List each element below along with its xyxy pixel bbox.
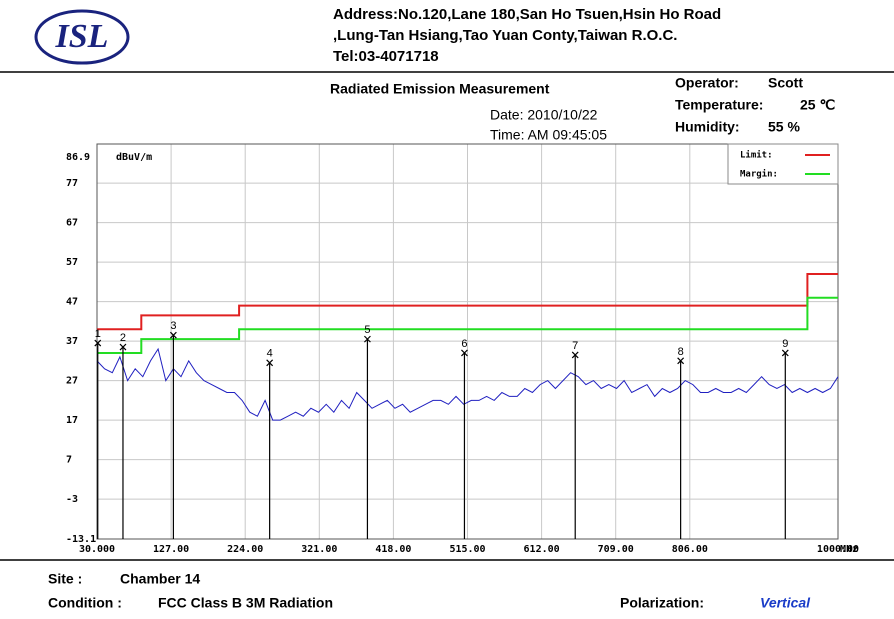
y-tick-label: 27: [66, 376, 78, 387]
marker-cross: [94, 339, 102, 347]
legend-label: Limit:: [740, 150, 773, 161]
y-tick-label: -3: [66, 494, 78, 505]
marker-cross: [169, 331, 177, 339]
humidity: 55 %: [768, 119, 800, 135]
y-tick-label: -13.1: [66, 534, 96, 545]
date: Date: 2010/10/22: [490, 107, 598, 123]
legend-label: Margin:: [740, 169, 778, 180]
logo: ISL: [55, 18, 109, 55]
site: Chamber 14: [120, 571, 200, 587]
trace-line: [96, 347, 839, 421]
x-tick-label: 709.00: [598, 544, 634, 555]
x-unit: MHz: [840, 544, 858, 555]
condition-label: Condition :: [48, 595, 122, 611]
x-tick-label: 612.00: [524, 544, 560, 555]
temperature-label: Temperature:: [675, 97, 763, 113]
x-tick-label: 30.000: [79, 544, 115, 555]
marker-label: 5: [364, 324, 370, 336]
marker-cross: [571, 351, 579, 359]
y-unit: dBuV/m: [116, 152, 152, 163]
site-label: Site :: [48, 571, 82, 587]
x-tick-label: 127.00: [153, 544, 189, 555]
y-tick-label: 7: [66, 455, 72, 466]
y-tick-label: 57: [66, 257, 78, 268]
temperature: 25 ℃: [800, 97, 835, 113]
marker-cross: [119, 343, 127, 351]
x-tick-label: 321.00: [301, 544, 337, 555]
x-tick-label: 418.00: [375, 544, 411, 555]
limit-line: [97, 296, 838, 354]
condition: FCC Class B 3M Radiation: [158, 595, 333, 611]
x-tick-label: 515.00: [449, 544, 485, 555]
logo-oval: [34, 9, 130, 65]
marker-label: 6: [461, 338, 467, 350]
y-tick-label: 47: [66, 297, 78, 308]
marker-cross: [266, 359, 274, 367]
polarization-label: Polarization:: [620, 595, 704, 611]
operator: Scott: [768, 75, 803, 91]
marker-label: 7: [572, 340, 578, 352]
polarization: Vertical: [760, 595, 811, 611]
x-tick-label: 806.00: [672, 544, 708, 555]
y-tick-label: 37: [66, 336, 78, 347]
x-tick-label: 224.00: [227, 544, 263, 555]
legend-box: [727, 143, 839, 185]
operator-label: Operator:: [675, 75, 739, 91]
marker-cross: [364, 335, 371, 343]
limit-line: [97, 273, 838, 331]
x-tick-label: 1000.00: [817, 544, 859, 555]
y-tick-label: 17: [66, 415, 78, 426]
marker-label: 8: [678, 346, 684, 358]
marker-cross: [461, 349, 468, 357]
marker-label: 9: [782, 338, 788, 350]
marker-label: 2: [120, 332, 126, 344]
y-tick-label: 77: [66, 178, 78, 189]
address: Tel:03-4071718: [333, 48, 439, 65]
marker-label: 4: [267, 348, 273, 360]
marker-cross: [781, 349, 789, 357]
y-tick-label: 86.9: [66, 152, 90, 163]
address: ,Lung-Tan Hsiang,Tao Yuan Conty,Taiwan R…: [333, 27, 677, 44]
marker-label: 1: [95, 328, 101, 340]
marker-label: 3: [170, 320, 176, 332]
time: Time: AM 09:45:05: [490, 127, 607, 143]
humidity-label: Humidity:: [675, 119, 740, 135]
marker-cross: [677, 357, 685, 365]
title: Radiated Emission Measurement: [330, 81, 550, 97]
address: Address:No.120,Lane 180,San Ho Tsuen,Hsi…: [333, 6, 721, 23]
y-tick-label: 67: [66, 218, 78, 229]
